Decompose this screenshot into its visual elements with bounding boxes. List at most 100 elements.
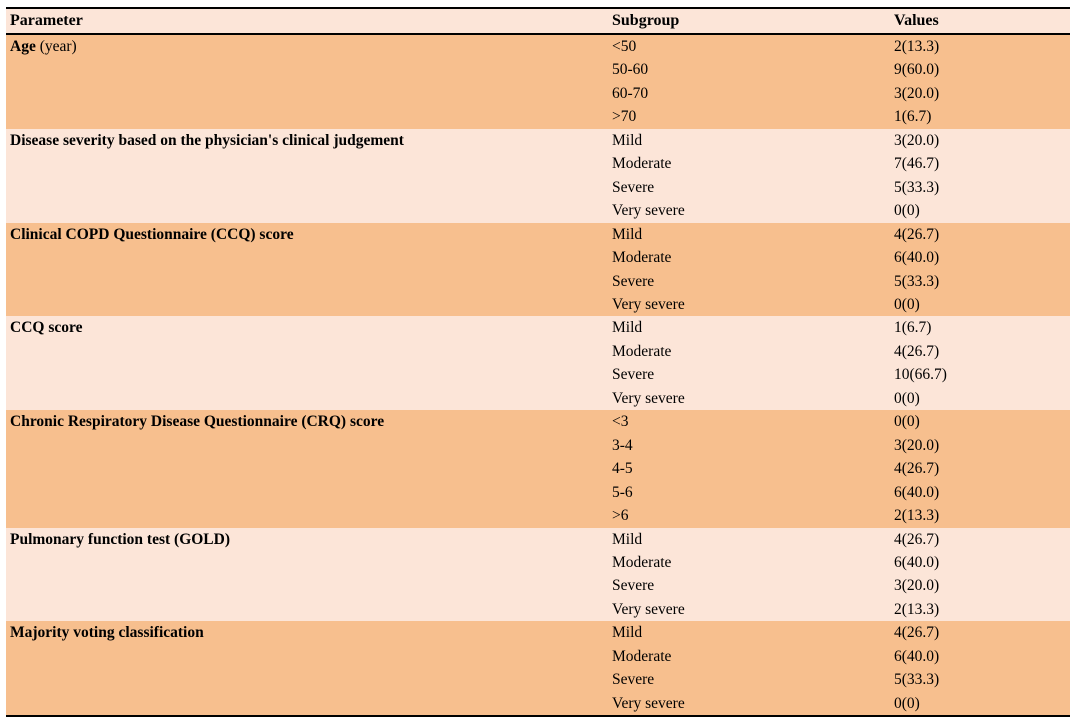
values-cell: 6(40.0) (890, 246, 1070, 270)
values-cell: 4(26.7) (890, 527, 1070, 551)
values-cell: 5(33.3) (890, 269, 1070, 293)
parameter-name: Age (10, 38, 36, 55)
subgroup-cell: Mild (608, 128, 890, 153)
table-row: Moderate 7(46.7) (6, 152, 1070, 176)
subgroup-cell: Very severe (608, 691, 890, 717)
table-row: Moderate 4(26.7) (6, 339, 1070, 364)
parameter-table: Parameter Subgroup Values Age (year) <50 2… (6, 7, 1070, 718)
values-cell: 3(20.0) (890, 574, 1070, 598)
table-header-row: Parameter Subgroup Values (6, 8, 1070, 35)
table-row: Severe 5(33.3) (6, 668, 1070, 692)
parameter-note: (year) (35, 38, 77, 55)
table-row: 3-4 3(20.0) (6, 433, 1070, 458)
table-row: Moderate 6(40.0) (6, 246, 1070, 270)
table-row: Very severe 0(0) (6, 386, 1070, 411)
table-row: Severe 5(33.3) (6, 269, 1070, 293)
parameter-cell: Chronic Respiratory Disease Questionnair… (6, 410, 608, 528)
parameter-name: Chronic Respiratory Disease Questionnair… (10, 413, 385, 431)
values-cell: 2(13.3) (890, 34, 1070, 59)
table-row: Very severe 0(0) (6, 292, 1070, 317)
subgroup-cell: Severe (608, 175, 890, 200)
values-cell: 6(40.0) (890, 480, 1070, 505)
table-row: Disease severity based on the physician'… (6, 128, 1070, 223)
parameter-cell: Disease severity based on the physician'… (6, 128, 608, 223)
subgroup-cell: Mild (608, 316, 890, 340)
table-row: Very severe 0(0) (6, 691, 1070, 717)
subgroup-cell: >70 (608, 105, 890, 129)
values-cell: 3(20.0) (890, 128, 1070, 153)
subgroup-cell: 50-60 (608, 58, 890, 82)
table-row: Majority voting classification Mild 4(26.7… (6, 621, 1070, 717)
subgroup-cell: Very severe (608, 292, 890, 317)
values-cell: 5(33.3) (890, 175, 1070, 200)
table-row: Severe 3(20.0) (6, 574, 1070, 598)
table-row: 4-5 4(26.7) (6, 457, 1070, 481)
subgroup-cell: Moderate (608, 246, 890, 270)
subgroup-cell: Mild (608, 527, 890, 551)
values-cell: 3(20.0) (890, 81, 1070, 106)
subgroup-cell: Very severe (608, 199, 890, 223)
table-row: >70 1(6.7) (6, 105, 1070, 129)
values-cell: 0(0) (890, 199, 1070, 223)
subgroup-cell: >6 (608, 504, 890, 528)
values-cell: 0(0) (890, 691, 1070, 717)
parameter-name: Pulmonary function test (GOLD) (10, 530, 231, 548)
table-row: Very severe 2(13.3) (6, 597, 1070, 622)
subgroup-cell: Mild (608, 222, 890, 247)
values-cell: 4(26.7) (890, 621, 1070, 645)
parameter-table-container: Parameter Subgroup Values Age (year) <50 2… (6, 7, 1070, 718)
subgroup-cell: Moderate (608, 644, 890, 669)
values-cell: 6(40.0) (890, 644, 1070, 669)
table-body: Age (year) <50 2(13.3) 50-60 9(60.0) 60-70 3(2… (6, 34, 1070, 717)
subgroup-cell: Severe (608, 363, 890, 387)
values-cell: 10(66.7) (890, 363, 1070, 387)
subgroup-cell: <50 (608, 34, 890, 59)
table-row: Severe 5(33.3) (6, 175, 1070, 200)
values-cell: 6(40.0) (890, 550, 1070, 575)
table-row: Moderate 6(40.0) (6, 644, 1070, 669)
subgroup-cell: 4-5 (608, 457, 890, 481)
subgroup-cell: Very severe (608, 386, 890, 411)
table-row: Pulmonary function test (GOLD) Mild 4(26.7… (6, 527, 1070, 622)
table-row: CCQ score Mild 1(6.7) (6, 316, 1070, 411)
values-cell: 1(6.7) (890, 316, 1070, 340)
table-row: 60-70 3(20.0) (6, 81, 1070, 106)
parameter-name: CCQ score (10, 319, 83, 337)
parameter-name: Clinical COPD Questionnaire (CCQ) score (10, 225, 294, 243)
parameter-cell: Age (year) (6, 34, 608, 129)
col-header-values: Values (890, 8, 1070, 35)
table-row: Chronic Respiratory Disease Questionnair… (6, 410, 1070, 528)
values-cell: 9(60.0) (890, 58, 1070, 82)
subgroup-cell: 60-70 (608, 81, 890, 106)
values-cell: 0(0) (890, 386, 1070, 411)
subgroup-cell: Severe (608, 668, 890, 692)
values-cell: 3(20.0) (890, 433, 1070, 458)
values-cell: 2(13.3) (890, 504, 1070, 528)
subgroup-cell: <3 (608, 410, 890, 434)
subgroup-cell: Mild (608, 621, 890, 645)
subgroup-cell: 5-6 (608, 480, 890, 505)
values-cell: 4(26.7) (890, 339, 1070, 364)
values-cell: 5(33.3) (890, 668, 1070, 692)
parameter-cell: Pulmonary function test (GOLD) (6, 527, 608, 622)
values-cell: 0(0) (890, 292, 1070, 317)
parameter-cell: CCQ score (6, 316, 608, 411)
subgroup-cell: Moderate (608, 550, 890, 575)
subgroup-cell: 3-4 (608, 433, 890, 458)
parameter-name: Majority voting classification (10, 624, 204, 642)
table-row: 50-60 9(60.0) (6, 58, 1070, 82)
subgroup-cell: Severe (608, 269, 890, 293)
table-row: Clinical COPD Questionnaire (CCQ) score M… (6, 222, 1070, 317)
values-cell: 4(26.7) (890, 222, 1070, 247)
parameter-name: Disease severity based on the physician'… (10, 131, 404, 149)
values-cell: 7(46.7) (890, 152, 1070, 176)
col-header-parameter: Parameter (6, 8, 608, 35)
table-row: Severe 10(66.7) (6, 363, 1070, 387)
table-header: Parameter Subgroup Values (6, 8, 1070, 35)
col-header-subgroup: Subgroup (608, 8, 890, 35)
table-row: Age (year) <50 2(13.3) (6, 34, 1070, 129)
table-row: >6 2(13.3) (6, 504, 1070, 528)
values-cell: 0(0) (890, 410, 1070, 434)
parameter-cell: Majority voting classification (6, 621, 608, 717)
subgroup-cell: Severe (608, 574, 890, 598)
